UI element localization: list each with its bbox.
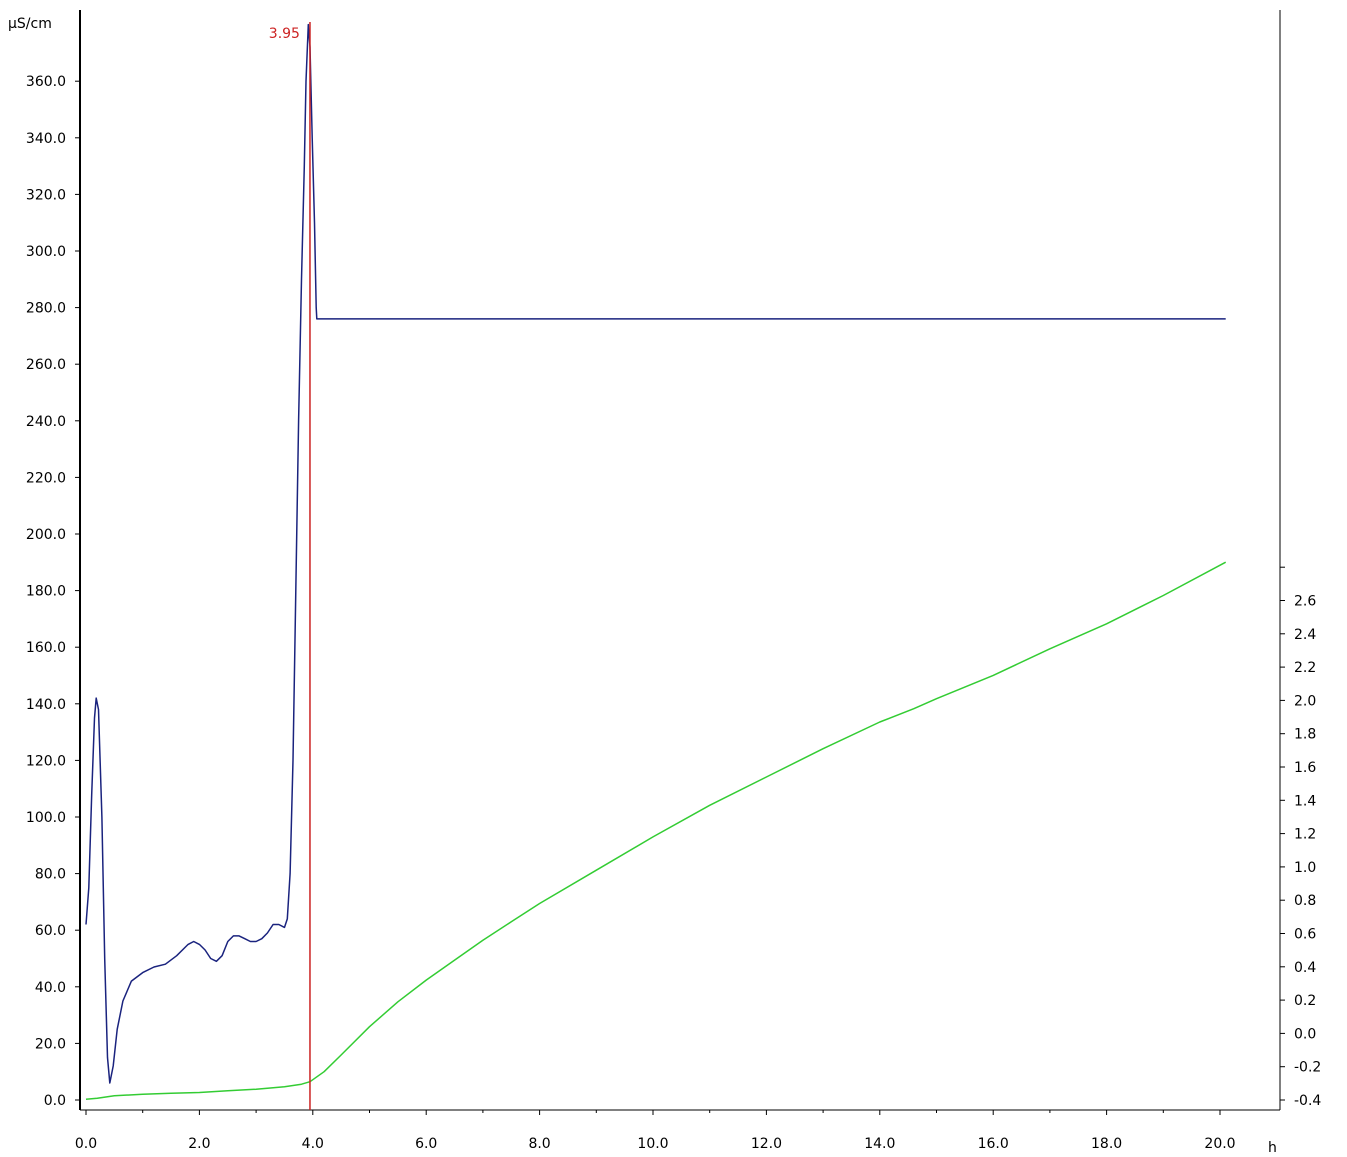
y-right-tick-label: 2.6 xyxy=(1294,594,1316,610)
x-tick-label: 12.0 xyxy=(751,1136,782,1152)
y-left-tick-label: 360.0 xyxy=(26,74,66,90)
cursor-marker[interactable]: 3.95 xyxy=(269,22,311,1110)
y-left-tick-label: 100.0 xyxy=(26,810,66,826)
y-left-tick-label: 140.0 xyxy=(26,697,66,713)
x-tick-label: 2.0 xyxy=(188,1136,210,1152)
series-line-2 xyxy=(85,561,1227,1100)
x-tick-label: 16.0 xyxy=(978,1136,1009,1152)
y-left-tick-label: 220.0 xyxy=(26,470,66,486)
y-left-tick-label: 120.0 xyxy=(26,753,66,769)
y-right-tick-label: 1.4 xyxy=(1294,793,1316,809)
y-right-tick-label: 0.6 xyxy=(1294,927,1316,943)
y-right-tick-label: 0.0 xyxy=(1294,1026,1316,1042)
x-tick-label: 4.0 xyxy=(302,1136,324,1152)
y-right-tick-label: 1.6 xyxy=(1294,760,1316,776)
y-right-tick-label: 1.2 xyxy=(1294,827,1316,843)
y-left-tick-label: 300.0 xyxy=(26,244,66,260)
x-tick-label: 0.0 xyxy=(75,1136,97,1152)
y-left-tick-label: 200.0 xyxy=(26,527,66,543)
y-right-tick-label: 2.4 xyxy=(1294,627,1316,643)
y-right-tick-label: 0.2 xyxy=(1294,993,1316,1009)
x-axis-unit: h xyxy=(1268,1140,1277,1156)
y-left-tick-label: 80.0 xyxy=(35,867,66,883)
x-tick-label: 18.0 xyxy=(1091,1136,1122,1152)
y-right-tick-label: 2.0 xyxy=(1294,693,1316,709)
tick-marks: 0.0 20.0 40.0 60.0 80.0 100.0 120.0 140.0 160.0 1… xyxy=(26,74,1322,1152)
y-left-tick-label: 0.0 xyxy=(44,1093,66,1109)
y-right-tick-label: 2.2 xyxy=(1294,660,1316,676)
y-right-tick-label: 0.8 xyxy=(1294,893,1316,909)
y-left-tick-label: 280.0 xyxy=(26,301,66,317)
y-right-tick-label: 0.4 xyxy=(1294,960,1316,976)
series-lines xyxy=(85,23,1227,1100)
y-left-tick-label: 260.0 xyxy=(26,357,66,373)
y-right-tick-label: 1.0 xyxy=(1294,860,1316,876)
y-left-tick-label: 20.0 xyxy=(35,1036,66,1052)
y-left-tick-label: 320.0 xyxy=(26,187,66,203)
y-left-tick-label: 340.0 xyxy=(26,131,66,147)
y-left-tick-label: 40.0 xyxy=(35,980,66,996)
y-right-tick-label: -0.2 xyxy=(1294,1060,1321,1076)
series-line-1 xyxy=(85,23,1226,1084)
x-tick-label: 14.0 xyxy=(864,1136,895,1152)
axes: µS/cm h xyxy=(8,10,1281,1156)
x-tick-label: 10.0 xyxy=(637,1136,668,1152)
cursor-marker-label: 3.95 xyxy=(269,26,300,42)
y-left-tick-label: 180.0 xyxy=(26,584,66,600)
y-right-tick-label: -0.4 xyxy=(1294,1093,1321,1109)
x-tick-label: 20.0 xyxy=(1204,1136,1235,1152)
y-left-tick-label: 60.0 xyxy=(35,923,66,939)
y-left-tick-label: 160.0 xyxy=(26,640,66,656)
y-right-tick-label: 1.8 xyxy=(1294,727,1316,743)
x-tick-label: 8.0 xyxy=(528,1136,550,1152)
x-tick-label: 6.0 xyxy=(415,1136,437,1152)
y-axis-left-unit: µS/cm xyxy=(8,16,52,32)
y-left-tick-label: 240.0 xyxy=(26,414,66,430)
